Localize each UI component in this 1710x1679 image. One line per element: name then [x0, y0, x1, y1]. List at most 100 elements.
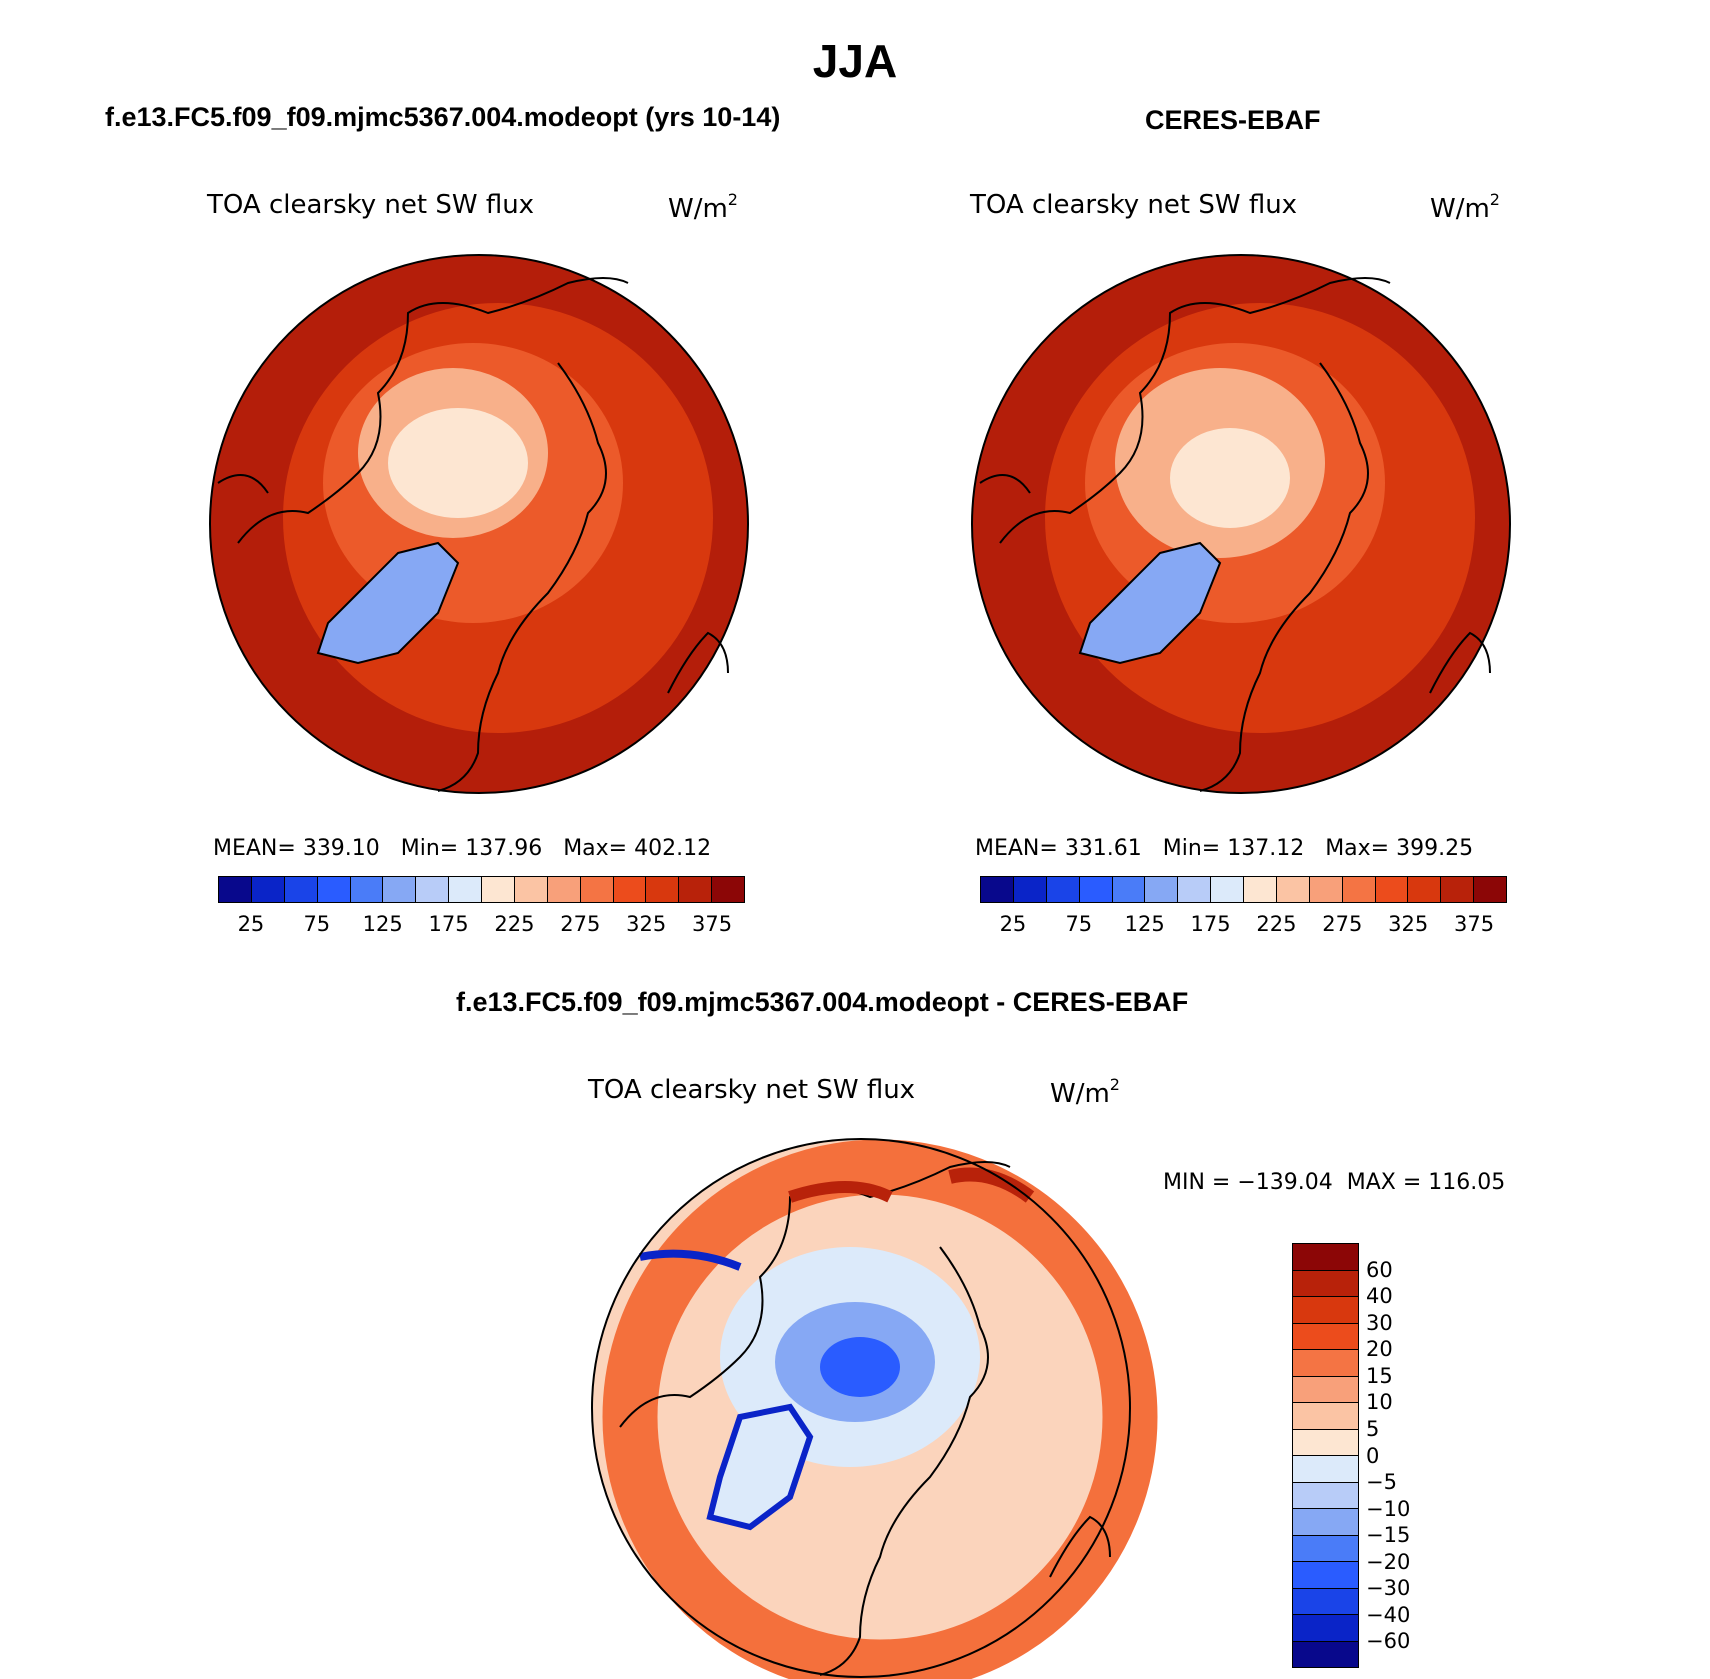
panel-1-title: f.e13.FC5.f09_f09.mjmc5367.004.modeopt (… [105, 102, 781, 132]
colorbar-swatch [284, 877, 318, 902]
colorbar-tick-label: 30 [1366, 1310, 1393, 1335]
colorbar-swatch [1293, 1509, 1358, 1536]
colorbar-swatch [1293, 1376, 1358, 1403]
colorbar-swatch [1046, 877, 1080, 902]
colorbar-tick-label: 225 [1256, 912, 1297, 936]
map-core-zone [1170, 428, 1290, 528]
colorbar-swatch [1293, 1615, 1358, 1642]
greenland-ice [1078, 541, 1222, 665]
map-border [209, 254, 749, 794]
colorbar-swatch [1293, 1403, 1358, 1430]
colorbar-swatch [1293, 1588, 1358, 1615]
panel-2-units-label: W/m2 [1430, 190, 1500, 224]
colorbar-swatch [981, 877, 1014, 902]
colorbar-tick-label: 125 [362, 912, 403, 936]
colorbar-tick-label: 275 [560, 912, 601, 936]
panel-3-colorbar-ticks: 60 40 30 20 15 10 5 0 −5 −10 −15 −20 −30… [1366, 1243, 1426, 1668]
coastlines [217, 277, 729, 792]
colorbar-tick-label: 125 [1124, 912, 1165, 936]
colorbar-swatch [1079, 877, 1113, 902]
colorbar-swatch [1375, 877, 1409, 902]
colorbar-tick-label: −40 [1366, 1602, 1411, 1627]
colorbar-swatch [1293, 1244, 1358, 1271]
colorbar-tick-label: 325 [1388, 912, 1429, 936]
colorbar-tick-label: 175 [1190, 912, 1231, 936]
map-border [971, 254, 1511, 794]
colorbar-swatch [646, 877, 680, 902]
colorbar-tick-label: 375 [1454, 912, 1495, 936]
colorbar-tick-label: 0 [1366, 1443, 1380, 1468]
colorbar-tick-label: −15 [1366, 1523, 1411, 1548]
panel-1-colorbar [218, 876, 745, 903]
colorbar-tick-label: 25 [999, 912, 1027, 936]
colorbar-swatch [1013, 877, 1047, 902]
panel-2-colorbar-ticks: 25 75 125 175 225 275 325 375 [980, 912, 1507, 938]
colorbar-swatch [1244, 877, 1277, 902]
greenland-ice [316, 541, 460, 665]
colorbar-tick-label: 10 [1366, 1390, 1393, 1415]
diff-positive-band [788, 1181, 893, 1203]
colorbar-swatch [1145, 877, 1179, 902]
colorbar-swatch [679, 877, 713, 902]
colorbar-tick-label: 325 [626, 912, 667, 936]
colorbar-tick-label: 225 [494, 912, 535, 936]
panel-1-units-label: W/m2 [668, 190, 738, 224]
map-core-zone [388, 408, 528, 518]
colorbar-swatch [580, 877, 614, 902]
colorbar-swatch [712, 877, 744, 902]
greenland-diff [706, 1403, 814, 1531]
colorbar-swatch [416, 877, 450, 902]
colorbar-tick-label: 175 [428, 912, 469, 936]
colorbar-swatch [1293, 1323, 1358, 1350]
colorbar-swatch [613, 877, 647, 902]
colorbar-swatch [1293, 1429, 1358, 1456]
diff-negative-band [639, 1249, 742, 1271]
colorbar-swatch [514, 877, 548, 902]
colorbar-swatch [350, 877, 384, 902]
panel-1-colorbar-ticks: 25 75 125 175 225 275 325 375 [218, 912, 745, 938]
panel-3-title: f.e13.FC5.f09_f09.mjmc5367.004.modeopt -… [456, 987, 1189, 1017]
colorbar-swatch [1309, 877, 1343, 902]
colorbar-swatch [482, 877, 515, 902]
panel-3-variable-label: TOA clearsky net SW flux [588, 1075, 916, 1105]
colorbar-tick-label: −5 [1366, 1470, 1397, 1495]
panel-2-stats: MEAN= 331.61 Min= 137.12 Max= 399.25 [975, 836, 1474, 861]
figure-title: JJA [812, 35, 898, 87]
colorbar-swatch [1293, 1297, 1358, 1324]
colorbar-tick-label: 5 [1366, 1416, 1380, 1441]
panel-1-polar-map [209, 254, 749, 794]
panel-2-polar-map [971, 254, 1511, 794]
colorbar-tick-label: −20 [1366, 1549, 1411, 1574]
colorbar-swatch [251, 877, 285, 902]
colorbar-tick-label: 60 [1366, 1257, 1393, 1282]
colorbar-tick-label: 15 [1366, 1363, 1393, 1388]
panel-1-stats: MEAN= 339.10 Min= 137.96 Max= 402.12 [213, 836, 712, 861]
colorbar-swatch [1293, 1270, 1358, 1297]
colorbar-tick-label: −60 [1366, 1629, 1411, 1654]
colorbar-swatch [1293, 1562, 1358, 1589]
panel-3-polar-map [591, 1138, 1158, 1679]
colorbar-tick-label: 75 [1065, 912, 1093, 936]
colorbar-tick-label: 40 [1366, 1284, 1393, 1309]
panel-3-colorbar [1292, 1243, 1359, 1668]
colorbar-swatch [1293, 1535, 1358, 1562]
colorbar-swatch [1293, 1456, 1358, 1483]
panel-2-title: CERES-EBAF [1145, 105, 1321, 135]
colorbar-tick-label: −30 [1366, 1576, 1411, 1601]
colorbar-swatch [1474, 877, 1506, 902]
colorbar-tick-label: 20 [1366, 1337, 1393, 1362]
colorbar-swatch [219, 877, 252, 902]
map-diff-blue-core [820, 1337, 900, 1397]
colorbar-swatch [1441, 877, 1475, 902]
colorbar-swatch [1293, 1641, 1358, 1667]
colorbar-tick-label: 25 [237, 912, 265, 936]
panel-3-stats: MIN = −139.04 MAX = 116.05 [1163, 1170, 1506, 1195]
colorbar-swatch [1211, 877, 1244, 902]
colorbar-tick-label: 275 [1322, 912, 1363, 936]
colorbar-swatch [1342, 877, 1376, 902]
coastlines [619, 1161, 1111, 1676]
colorbar-swatch [547, 877, 581, 902]
colorbar-swatch [1112, 877, 1146, 902]
colorbar-tick-label: 75 [303, 912, 331, 936]
colorbar-swatch [1178, 877, 1212, 902]
